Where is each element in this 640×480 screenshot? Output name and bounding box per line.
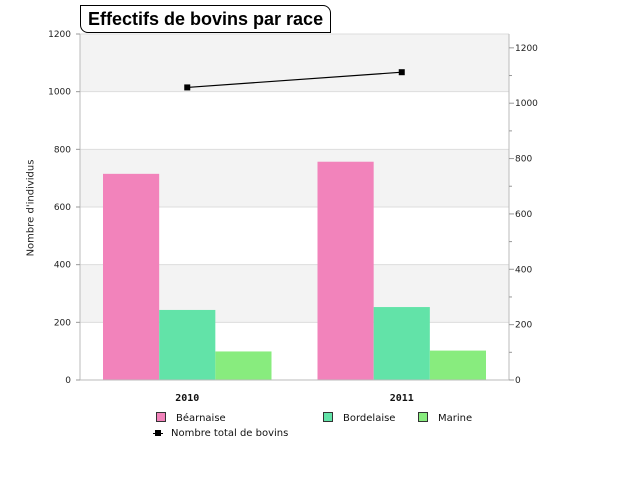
plot-band: [80, 91, 509, 150]
left-axis-ticks: 0 200 400 600 800 1000 1200: [48, 30, 80, 386]
right-tick-label: 400: [515, 265, 532, 275]
left-tick-label: 400: [54, 261, 71, 271]
line-total-path: [187, 71, 402, 89]
plot-bands: [80, 34, 509, 380]
bar-b-arnaise-2011: [317, 161, 374, 380]
bar-bordelaise-2010: [159, 309, 216, 380]
left-tick-label: 200: [54, 318, 71, 328]
category-label: 2011: [390, 393, 414, 404]
bar-marine-2010: [215, 351, 272, 380]
line-total-point-2010: [184, 84, 191, 91]
right-tick-label: 1000: [515, 99, 538, 109]
bar-b-arnaise-2010: [103, 173, 160, 380]
left-tick-label: 1000: [48, 88, 71, 98]
category-labels: 2010 2011: [175, 393, 414, 404]
left-tick-label: 600: [54, 203, 71, 213]
right-tick-label: 200: [515, 321, 532, 331]
line-series: [184, 69, 405, 91]
bar-marine-2011: [429, 350, 486, 380]
left-tick-label: 0: [65, 376, 71, 386]
category-label: 2010: [175, 393, 199, 404]
right-tick-label: 1200: [515, 44, 538, 54]
right-axis-ticks: 0 200 400 600 800 1000 1200: [509, 44, 538, 386]
right-tick-label: 0: [515, 376, 521, 386]
left-tick-label: 800: [54, 145, 71, 155]
y-axis-label: Nombre d'individus: [25, 159, 37, 257]
bar-bordelaise-2011: [373, 307, 430, 380]
line-total-point-2011: [398, 69, 405, 76]
right-tick-label: 600: [515, 210, 532, 220]
bar-series: [103, 161, 486, 380]
left-tick-label: 1200: [48, 30, 71, 40]
plot-band: [80, 34, 509, 92]
right-tick-label: 800: [515, 155, 532, 165]
chart-title: Effectifs de bovins par race: [80, 5, 332, 33]
